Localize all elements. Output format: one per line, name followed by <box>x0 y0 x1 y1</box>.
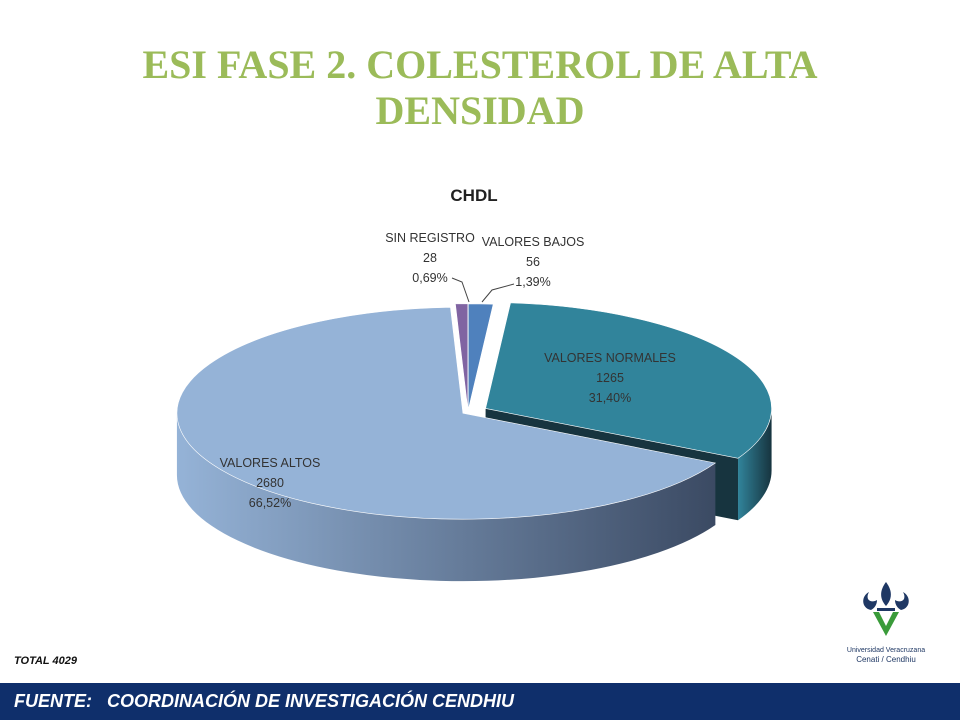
label-valores-bajos-name: VALORES BAJOS <box>482 235 585 249</box>
label-valores-altos-percent: 66,52% <box>249 496 291 510</box>
label-sin-registro-value: 28 <box>423 251 437 265</box>
slice-valores-bajos <box>467 303 494 410</box>
slice-valores-normales <box>485 302 772 459</box>
slice-side-valores-normales <box>738 408 772 521</box>
label-valores-bajos-value: 56 <box>526 255 540 269</box>
slice-valores-altos <box>176 306 717 520</box>
logo-university-name: Universidad Veracruzana <box>846 647 926 654</box>
chart-title: CHDL <box>450 186 497 205</box>
slice-labels: VALORES BAJOS 56 1,39% VALORES NORMALES 1265… <box>220 231 676 510</box>
university-logo: Universidad Veracruzana Cenati / Cendhiu <box>836 578 936 678</box>
leader-sin-registro <box>451 277 470 303</box>
label-valores-normales-name: VALORES NORMALES <box>544 351 676 365</box>
label-sin-registro-name: SIN REGISTRO <box>385 231 475 245</box>
footer-source: FUENTE: COORDINACIÓN DE INVESTIGACIÓN CE… <box>14 691 515 711</box>
pie-chart: CHDL VALORES BAJOS 56 1,39% VALORES NORMALE… <box>176 186 772 582</box>
label-sin-registro-percent: 0,69% <box>412 271 447 285</box>
pie-slices <box>176 302 772 582</box>
total-count: TOTAL 4029 <box>14 655 77 667</box>
slice-sin-registro <box>455 303 469 410</box>
label-valores-altos-value: 2680 <box>256 476 284 490</box>
leader-lines <box>451 277 515 303</box>
logo-unit-name: Cenati / Cendhiu <box>856 655 916 664</box>
label-valores-normales-percent: 31,40% <box>589 391 631 405</box>
footer-bar: FUENTE: COORDINACIÓN DE INVESTIGACIÓN CE… <box>0 683 960 720</box>
label-valores-altos-name: VALORES ALTOS <box>220 456 321 470</box>
label-valores-normales-value: 1265 <box>596 371 624 385</box>
leader-valores-bajos <box>481 283 515 303</box>
slice-side-valores-altos <box>176 413 716 582</box>
fleur-de-lis-v-logo-icon <box>863 582 909 636</box>
slide-title: ESI FASE 2. COLESTEROL DE ALTA DENSIDAD <box>142 42 818 133</box>
label-valores-bajos-percent: 1,39% <box>515 275 550 289</box>
